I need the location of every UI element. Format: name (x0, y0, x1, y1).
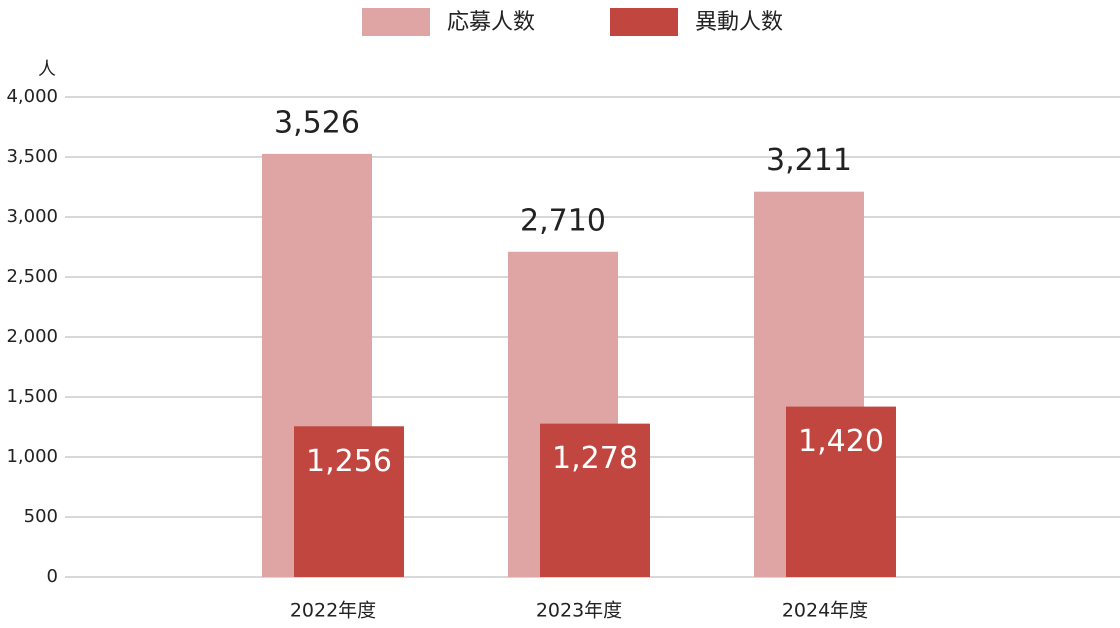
bar (540, 423, 650, 577)
y-tick-label: 2,500 (6, 266, 58, 287)
y-tick-label: 1,000 (6, 446, 58, 467)
y-tick-label: 1,500 (6, 386, 58, 407)
legend-label: 異動人数 (695, 10, 783, 35)
y-tick-label: 0 (47, 566, 58, 587)
y-tick-label: 500 (24, 506, 58, 527)
legend-swatch (362, 8, 430, 36)
y-tick-label: 2,000 (6, 326, 58, 347)
legend-swatch (610, 8, 678, 36)
value-label: 1,420 (798, 424, 884, 459)
x-tick-label: 2022年度 (290, 600, 376, 622)
y-unit: 人 (38, 59, 56, 80)
bar (786, 406, 896, 577)
value-label: 2,710 (520, 203, 606, 238)
y-tick-label: 4,000 (6, 86, 58, 107)
value-label: 3,526 (274, 105, 360, 140)
y-tick-label: 3,000 (6, 206, 58, 227)
x-tick-label: 2023年度 (536, 600, 622, 622)
y-tick-label: 3,500 (6, 146, 58, 167)
legend-label: 応募人数 (447, 10, 535, 35)
bar (294, 426, 404, 577)
value-label: 1,278 (552, 441, 638, 476)
x-tick-label: 2024年度 (782, 600, 868, 622)
value-label: 3,211 (766, 143, 852, 178)
value-label: 1,256 (306, 444, 392, 479)
